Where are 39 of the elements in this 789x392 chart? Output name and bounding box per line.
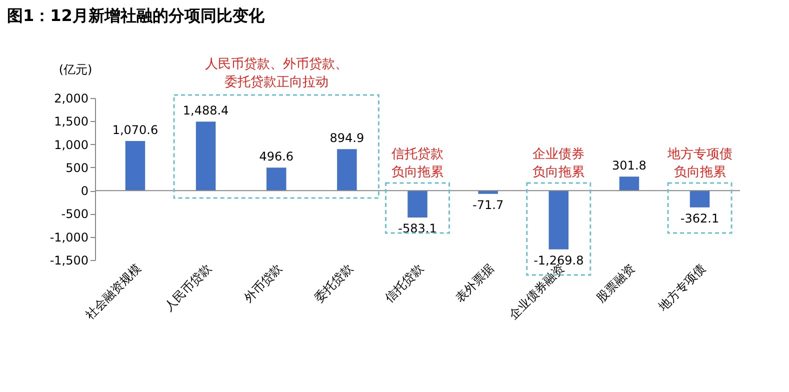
x-tick-label: 地方专项债 bbox=[655, 261, 708, 314]
y-tick-label: -1,500 bbox=[50, 254, 88, 268]
y-tick-label: -1,000 bbox=[50, 230, 88, 244]
bar bbox=[619, 176, 640, 191]
y-tick-label: 1,500 bbox=[54, 114, 88, 129]
y-tick-label: 2,000 bbox=[54, 92, 88, 106]
bar bbox=[196, 122, 216, 191]
y-axis-title: (亿元) bbox=[58, 62, 92, 76]
annotation: 地方专项债负向拖累 bbox=[666, 146, 732, 180]
data-label: -71.7 bbox=[472, 198, 504, 212]
bar bbox=[125, 141, 146, 191]
data-label: -1,269.8 bbox=[534, 253, 584, 268]
y-tick-label: 0 bbox=[80, 184, 88, 198]
bar bbox=[408, 190, 428, 218]
x-tick-label: 股票融资 bbox=[594, 261, 638, 305]
bar bbox=[266, 168, 286, 191]
x-tick-label: 表外票据 bbox=[452, 261, 497, 305]
chart-title: 图1：12月新增社融的分项同比变化 bbox=[7, 6, 266, 25]
y-tick-label: 1,000 bbox=[54, 138, 88, 152]
bar bbox=[337, 149, 357, 191]
x-tick-label: 委托贷款 bbox=[312, 261, 356, 305]
data-label: 1,070.6 bbox=[112, 123, 158, 138]
data-label: 496.6 bbox=[259, 150, 294, 164]
x-tick-label: 外币贷款 bbox=[241, 261, 285, 305]
y-tick-label: 500 bbox=[66, 160, 88, 175]
data-label: 894.9 bbox=[330, 131, 364, 146]
data-label: 1,488.4 bbox=[182, 104, 229, 118]
text: 人民币贷款、外币贷款、委托贷款正向拉动 bbox=[204, 57, 348, 90]
bar bbox=[690, 190, 710, 208]
bar bbox=[548, 190, 569, 250]
x-tick-label: 信托贷款 bbox=[382, 261, 426, 305]
x-tick-label: 人民币贷款 bbox=[162, 261, 214, 314]
data-label: -362.1 bbox=[680, 211, 720, 226]
data-label: -583.1 bbox=[398, 222, 437, 236]
data-label: 301.8 bbox=[612, 158, 646, 173]
y-tick-label: -500 bbox=[61, 207, 88, 222]
annotation: 企业债券负向拖累 bbox=[532, 147, 585, 180]
bar bbox=[478, 190, 498, 194]
annotation: 信托贷款负向拖累 bbox=[392, 147, 444, 180]
